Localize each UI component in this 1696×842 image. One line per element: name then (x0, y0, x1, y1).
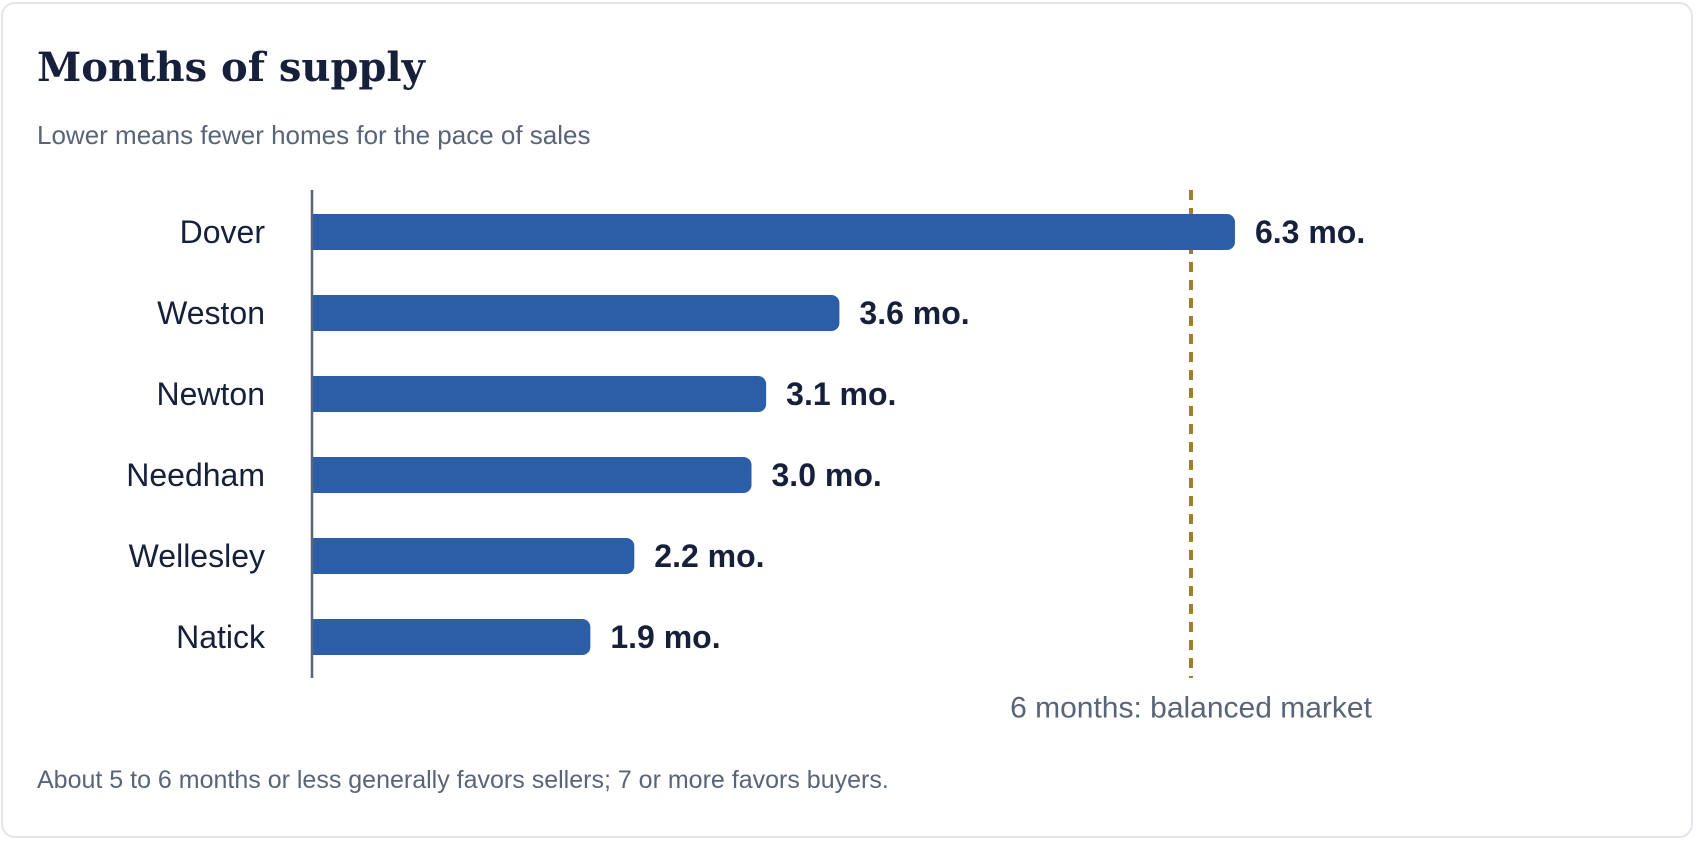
category-label: Needham (126, 457, 265, 493)
reference-line-label: 6 months: balanced market (1010, 692, 1373, 725)
category-label: Weston (157, 295, 265, 331)
value-label: 1.9 mo. (610, 619, 720, 655)
chart-title: Months of supply (37, 44, 425, 91)
bar (312, 619, 591, 655)
bar (312, 538, 635, 574)
value-label: 6.3 mo. (1255, 214, 1365, 250)
value-label: 3.1 mo. (786, 376, 896, 412)
bar (312, 376, 767, 412)
value-label: 3.6 mo. (859, 295, 969, 331)
chart-footnote: About 5 to 6 months or less generally fa… (37, 766, 889, 794)
bar (312, 457, 752, 493)
value-label: 2.2 mo. (654, 538, 764, 574)
value-label: 3.0 mo. (772, 457, 882, 493)
chart-subtitle: Lower means fewer homes for the pace of … (37, 120, 591, 150)
bar (312, 214, 1235, 250)
category-label: Natick (176, 619, 266, 655)
bar (312, 295, 840, 331)
bar-base (312, 457, 322, 493)
bar-base (312, 295, 322, 331)
category-label: Newton (157, 376, 266, 412)
bar-base (312, 538, 322, 574)
bar-base (312, 376, 322, 412)
bar-base (312, 214, 322, 250)
category-label: Dover (180, 214, 266, 250)
category-label: Wellesley (129, 538, 265, 574)
bar-base (312, 619, 322, 655)
